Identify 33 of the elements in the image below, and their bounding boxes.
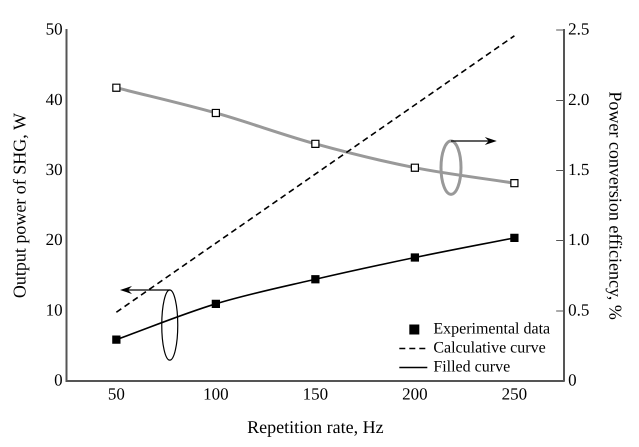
legend-label: Filled curve (433, 358, 510, 376)
y2-tick-label: 0.5 (568, 300, 590, 320)
x-tick-label: 250 (502, 384, 528, 404)
x-tick-label: 50 (108, 384, 125, 404)
y-tick-label: 50 (46, 20, 63, 39)
point (112, 335, 120, 344)
y2-axis-title: Power conversion efficiency, % (605, 91, 626, 320)
y2-tick-label: 0 (568, 370, 577, 390)
x-tick-label: 100 (203, 384, 229, 404)
point (212, 108, 220, 118)
point (410, 253, 420, 262)
point (212, 300, 220, 308)
x-tick-label: 200 (402, 384, 428, 404)
y-tick-label: 30 (46, 160, 63, 179)
point (112, 84, 120, 92)
y2-tick-label: 2.5 (568, 20, 590, 39)
y-tick-label: 20 (46, 230, 63, 250)
point (410, 164, 420, 172)
point (311, 275, 320, 284)
y2-tick-label: 2.0 (568, 90, 590, 109)
legend-label: Experimental data (433, 320, 550, 338)
point (510, 179, 519, 188)
y-tick-label: 40 (46, 90, 63, 109)
y-tick-label: 10 (46, 300, 63, 320)
y2-tick-label: 1.5 (568, 160, 590, 179)
legend-label: Calculative curve (433, 340, 546, 357)
x-tick-label: 150 (302, 384, 328, 404)
point (311, 140, 320, 148)
y2-tick-label: 1.0 (568, 230, 590, 250)
point (510, 234, 519, 242)
x-axis-title: Repetition rate, Hz (247, 416, 384, 437)
y-axis-title: Output power of SHG, W (10, 113, 30, 298)
y-tick-label: 0 (54, 370, 63, 390)
